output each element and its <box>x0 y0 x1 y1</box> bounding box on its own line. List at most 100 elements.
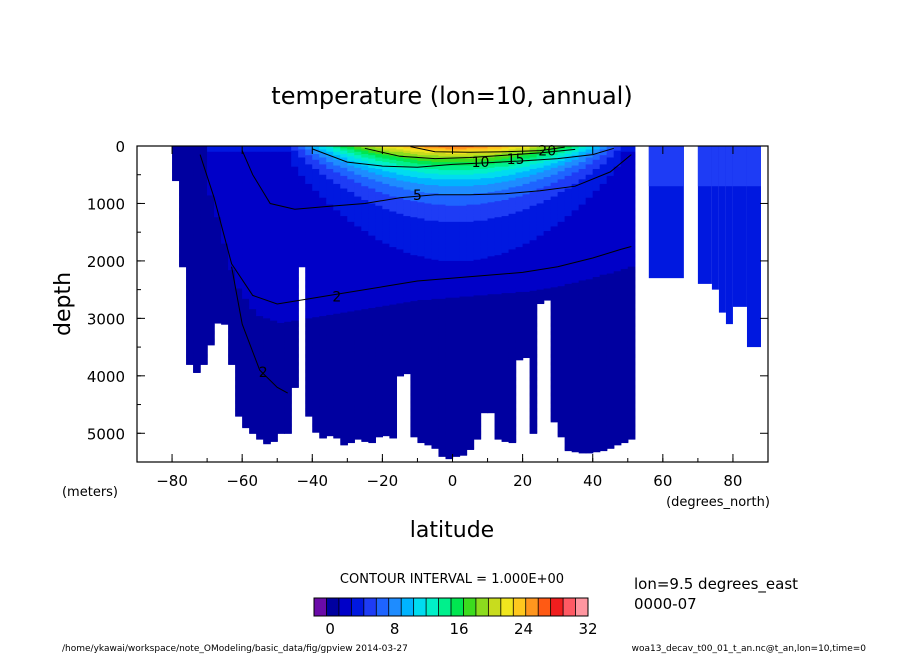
temperature-cell <box>228 281 236 284</box>
temperature-cell <box>193 221 201 224</box>
temperature-cell <box>200 271 208 273</box>
temperature-cell <box>221 177 229 179</box>
temperature-cell <box>186 195 194 198</box>
temperature-cell <box>200 265 208 268</box>
temperature-cell <box>214 277 222 279</box>
temperature-cell <box>186 324 194 326</box>
temperature-cell <box>214 283 222 286</box>
temperature-cell <box>186 190 194 193</box>
temperature-cell <box>200 303 208 306</box>
temperature-cell <box>193 210 201 213</box>
temperature-cell <box>228 305 236 308</box>
temperature-cell <box>193 287 201 290</box>
temperature-cell <box>221 220 229 223</box>
temperature-cell <box>193 222 201 225</box>
temperature-cell <box>193 349 201 352</box>
temperature-cell <box>207 249 215 252</box>
temperature-cell <box>186 173 194 176</box>
temperature-cell <box>193 291 201 294</box>
temperature-cell <box>200 267 208 270</box>
temperature-cell <box>193 321 201 324</box>
temperature-cell <box>193 196 201 199</box>
temperature-cell <box>221 201 229 203</box>
temperature-cell <box>200 355 208 357</box>
temperature-cell <box>207 326 215 329</box>
temperature-cell <box>200 234 208 237</box>
temperature-cell <box>214 317 222 319</box>
temperature-cell <box>172 146 180 148</box>
temperature-cell <box>186 196 194 199</box>
temperature-cell <box>242 426 250 429</box>
temperature-cell <box>186 219 194 222</box>
temperature-cell <box>207 273 215 276</box>
temperature-cell <box>214 287 222 290</box>
temperature-cell <box>214 244 222 247</box>
temperature-cell <box>221 162 229 164</box>
temperature-cell <box>228 211 236 214</box>
temperature-cell <box>207 291 215 294</box>
temperature-cell <box>214 205 222 208</box>
temperature-cell <box>179 197 187 200</box>
temperature-cell <box>193 178 201 180</box>
temperature-cell <box>221 298 229 301</box>
temperature-cell <box>214 302 222 305</box>
temperature-cell <box>214 213 222 216</box>
temperature-cell <box>214 301 222 303</box>
temperature-cell <box>200 304 208 307</box>
temperature-cell <box>193 179 201 182</box>
temperature-cell <box>221 150 229 153</box>
temperature-cell <box>179 254 187 256</box>
temperature-cell <box>214 214 222 217</box>
temperature-cell <box>214 297 222 300</box>
temperature-cell <box>186 167 194 170</box>
temperature-cell <box>214 188 222 191</box>
temperature-cell <box>207 289 215 292</box>
temperature-cell <box>221 297 229 300</box>
temperature-cell <box>221 250 229 253</box>
temperature-cell <box>200 217 208 219</box>
temperature-cell <box>214 265 222 268</box>
temperature-cell <box>228 297 236 300</box>
temperature-cell <box>214 201 222 203</box>
temperature-cell <box>200 237 208 240</box>
temperature-cell <box>179 212 187 215</box>
temperature-cell <box>207 181 215 184</box>
temperature-cell <box>186 332 194 334</box>
temperature-cell <box>193 316 201 318</box>
temperature-cell <box>193 187 201 190</box>
temperature-cell <box>186 210 194 213</box>
temperature-cell <box>228 244 236 247</box>
temperature-cell <box>186 314 194 317</box>
temperature-cell <box>200 339 208 341</box>
temperature-cell <box>193 358 201 361</box>
temperature-cell <box>186 147 194 149</box>
temperature-cell <box>214 237 222 240</box>
temperature-cell <box>228 232 236 234</box>
temperature-cell <box>193 240 201 242</box>
temperature-cell <box>186 177 194 179</box>
temperature-cell <box>172 148 180 151</box>
temperature-cell <box>186 180 194 183</box>
temperature-cell <box>179 200 187 202</box>
temperature-cell <box>186 244 194 247</box>
temperature-cell <box>228 150 236 153</box>
temperature-cell <box>228 194 236 197</box>
temperature-cell <box>221 318 229 321</box>
temperature-cell <box>172 175 180 178</box>
temperature-cell <box>214 173 222 176</box>
temperature-cell <box>221 266 229 269</box>
temperature-cell <box>207 321 215 324</box>
temperature-cell <box>200 224 208 226</box>
temperature-cell <box>214 257 222 260</box>
temperature-cell <box>179 210 187 213</box>
temperature-cell <box>186 168 194 171</box>
temperature-cell <box>193 200 201 202</box>
temperature-cell <box>228 277 236 279</box>
temperature-cell <box>179 226 187 229</box>
temperature-cell <box>179 222 187 225</box>
temperature-cell <box>221 173 229 176</box>
temperature-cell <box>214 279 222 282</box>
temperature-cell <box>186 222 194 225</box>
temperature-cell <box>193 204 201 207</box>
temperature-cell <box>221 227 229 230</box>
